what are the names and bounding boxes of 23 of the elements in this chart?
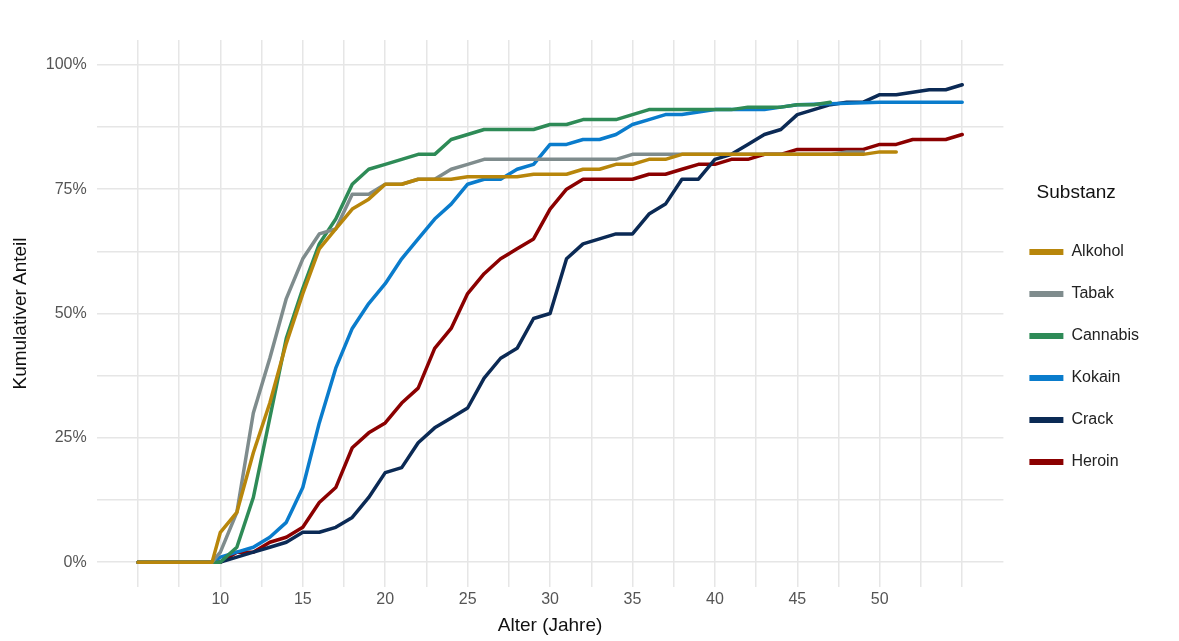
legend-label: Heroin — [1071, 452, 1119, 470]
y-axis-title: Kumulativer Anteil — [8, 237, 30, 390]
x-tick-label: 10 — [211, 590, 230, 608]
x-tick-label: 15 — [293, 590, 312, 608]
legend-label: Tabak — [1071, 284, 1116, 302]
x-tick-label: 50 — [870, 590, 889, 608]
x-tick-label: 40 — [706, 590, 724, 608]
y-tick-label: 100% — [45, 55, 87, 73]
x-tick-label: 45 — [788, 590, 807, 608]
y-tick-label: 0% — [63, 552, 87, 570]
y-tick-label: 75% — [54, 179, 87, 197]
y-tick-label: 50% — [54, 303, 87, 321]
legend-title: Substanz — [1036, 180, 1116, 202]
x-tick-label: 35 — [623, 590, 642, 608]
x-tick-label: 25 — [458, 590, 477, 608]
legend-label: Cannabis — [1071, 326, 1140, 344]
y-tick-label: 25% — [54, 428, 87, 446]
x-tick-label: 20 — [376, 590, 395, 608]
legend-label: Crack — [1071, 410, 1115, 428]
x-axis-title: Alter (Jahre) — [497, 613, 603, 635]
legend-label: Kokain — [1071, 368, 1121, 386]
legend-label: Alkohol — [1071, 242, 1124, 260]
x-tick-label: 30 — [541, 590, 560, 608]
